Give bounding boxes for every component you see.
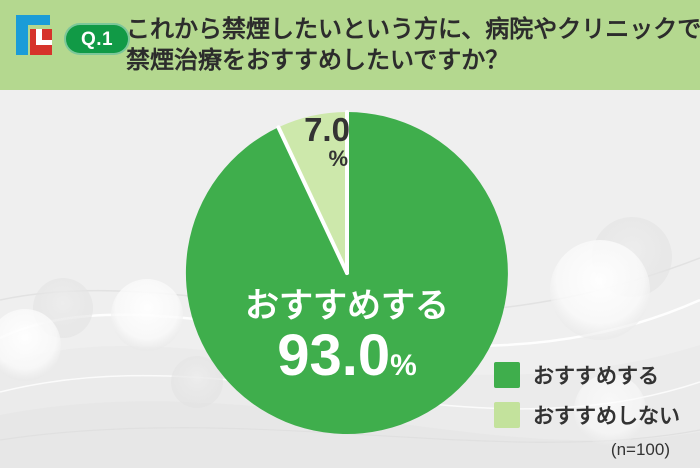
legend-label-not-recommend: おすすめしない [533, 405, 680, 428]
question-header: Q.1 これから禁煙したいという方に、病院やクリニックでの 禁煙治療をおすすめし… [0, 0, 700, 90]
bubble [550, 240, 650, 340]
main-slice-unit: % [390, 349, 417, 382]
main-slice-label: おすすめする 93.0% [187, 287, 507, 395]
question-title-line2: 禁煙治療をおすすめしたいですか？ [126, 47, 510, 74]
small-slice-label: 7.0 % [296, 112, 358, 170]
small-slice-unit: % [328, 146, 348, 171]
wave-band [0, 401, 700, 468]
main-slice-value: 93.0% [277, 323, 417, 388]
bubble [171, 356, 223, 408]
slice-divider [276, 125, 349, 275]
small-slice-value: 7.0 [304, 111, 350, 148]
bubble [111, 279, 183, 351]
bubble [0, 309, 61, 381]
main-slice-name: おすすめする [245, 287, 449, 325]
question-title: これから禁煙したいという方に、病院やクリニックでの 禁煙治療をおすすめしたいです… [126, 14, 700, 76]
sample-size: (n=100) [610, 440, 670, 459]
legend: おすすめする おすすめしない (n=100) [494, 360, 680, 460]
question-number-badge: Q.1 [64, 23, 131, 55]
legend-item-recommend: おすすめする [494, 360, 676, 390]
legend-swatch-recommend [494, 362, 520, 388]
legend-swatch-not-recommend [494, 402, 520, 428]
brand-logo-icon [16, 15, 52, 55]
bubble [574, 374, 646, 446]
legend-label-recommend: おすすめする [533, 365, 659, 388]
legend-item-not-recommend: おすすめしない [494, 400, 680, 430]
question-title-line1: これから禁煙したいという方に、病院やクリニックでの [126, 16, 700, 43]
